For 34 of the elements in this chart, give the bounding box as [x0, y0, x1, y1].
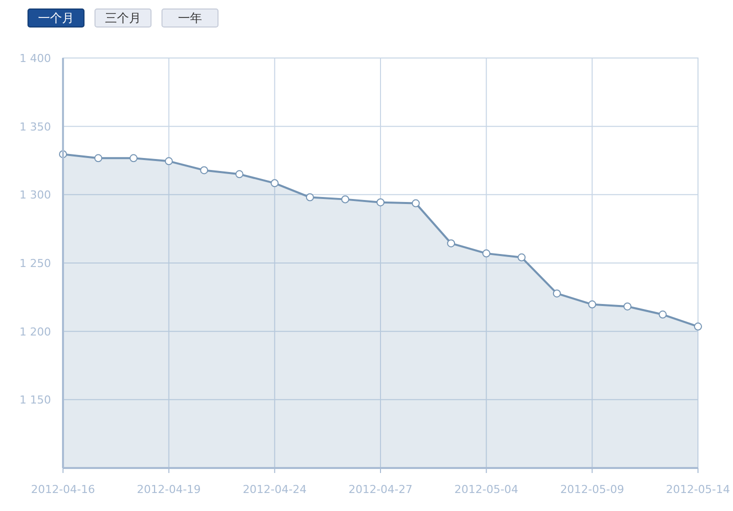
- y-tick-label: 1 300: [20, 188, 51, 202]
- x-tick-label: 2012-04-19: [136, 483, 201, 496]
- point: [130, 154, 138, 162]
- point: [482, 249, 490, 258]
- point: [518, 253, 526, 262]
- text: 三个月: [105, 11, 141, 25]
- point: [270, 179, 279, 188]
- point: [376, 198, 384, 206]
- point: [623, 302, 632, 310]
- x-tick-label: 2012-04-16: [31, 483, 95, 496]
- x-tick-label: 2012-05-09: [560, 483, 624, 496]
- y-tick-label: 1 350: [20, 120, 51, 134]
- point: [412, 199, 420, 208]
- y-tick-label: 1 400: [20, 52, 51, 65]
- text: 一年: [178, 11, 202, 25]
- point: [306, 193, 314, 202]
- x-tick-label: 2012-04-27: [348, 483, 412, 496]
- point: [447, 239, 456, 248]
- point: [200, 166, 208, 174]
- point: [164, 157, 173, 166]
- x-tick-label: 2012-04-24: [242, 483, 307, 496]
- point: [94, 154, 102, 162]
- y-tick-label: 1 150: [20, 394, 51, 407]
- y-tick-label: 1 200: [20, 325, 51, 338]
- x-tick-label: 2012-05-14: [666, 483, 730, 496]
- point: [552, 289, 561, 298]
- point: [341, 195, 350, 204]
- text: 一个月: [38, 11, 74, 25]
- point: [235, 170, 244, 178]
- x-tick-label: 2012-05-04: [454, 483, 518, 496]
- point: [588, 300, 596, 308]
- point: [658, 310, 667, 319]
- point: [694, 322, 702, 331]
- y-tick-label: 1 250: [20, 257, 51, 270]
